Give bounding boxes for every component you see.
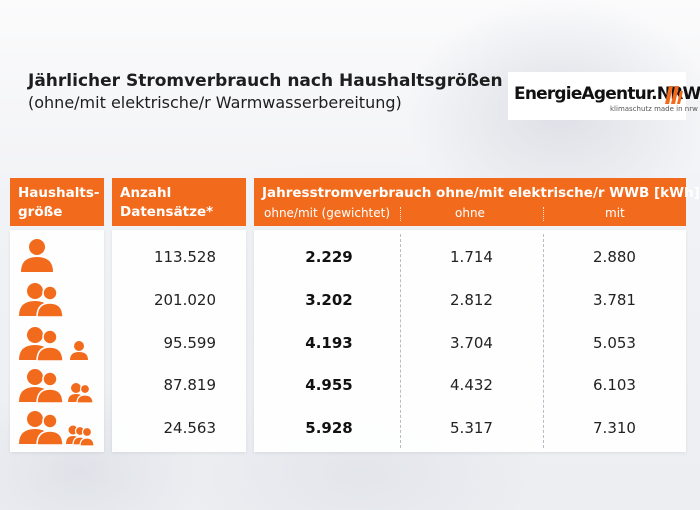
records-cell: 95.599 <box>163 334 217 352</box>
with-cell: 6.103 <box>593 376 636 394</box>
with-cell: 5.053 <box>593 334 636 352</box>
without-cell: 5.317 <box>450 419 493 437</box>
2-persons-icon <box>19 283 64 318</box>
title-block: Jährlicher Stromverbrauch nach Haushalts… <box>28 70 503 114</box>
header-annual-consumption: Jahresstromverbrauch ohne/mit elektrisch… <box>254 178 700 226</box>
header-household-size-line1: Haushalts- <box>18 185 100 201</box>
3-persons-icon <box>19 327 88 362</box>
column-divider <box>400 234 401 448</box>
subheader-separator <box>543 207 544 221</box>
5-persons-icon <box>19 411 95 446</box>
weighted-cell: 2.229 <box>305 248 353 266</box>
header-record-count: Anzahl Datensätze* <box>112 178 246 226</box>
records-cell: 113.528 <box>153 248 216 266</box>
energieagentur-logo: EnergieAgentur.NRW klimaschutz made in n… <box>508 72 700 120</box>
column-divider <box>543 234 544 448</box>
records-cell: 87.819 <box>163 376 217 394</box>
without-cell: 1.714 <box>450 248 493 266</box>
4-persons-icon <box>19 369 94 404</box>
weighted-cell: 5.928 <box>305 419 353 437</box>
consumption-panel <box>254 230 686 452</box>
with-cell: 3.781 <box>593 291 636 309</box>
weighted-cell: 4.955 <box>305 376 353 394</box>
with-cell: 7.310 <box>593 419 636 437</box>
subheader-with: mit <box>605 206 625 220</box>
logo-tagline: klimaschutz made in nrw <box>610 105 698 113</box>
header-household-size-line2: größe <box>18 204 63 220</box>
logo-text: EnergieAgentur.NRW <box>514 84 700 104</box>
logo-mark-icon <box>665 86 683 104</box>
records-cell: 201.020 <box>153 291 216 309</box>
without-cell: 3.704 <box>450 334 493 352</box>
weighted-cell: 4.193 <box>305 334 353 352</box>
header-annual-consumption-title: Jahresstromverbrauch ohne/mit elektrisch… <box>262 185 700 201</box>
header-record-count-line2: Datensätze* <box>120 204 214 220</box>
chart-title: Jährlicher Stromverbrauch nach Haushalts… <box>28 71 503 91</box>
with-cell: 2.880 <box>593 248 636 266</box>
without-cell: 4.432 <box>450 376 493 394</box>
header-household-size: Haushalts- größe <box>10 178 104 226</box>
without-cell: 2.812 <box>450 291 493 309</box>
subheader-without: ohne <box>455 206 485 220</box>
chart-subtitle: (ohne/mit elektrische/r Warmwasserbereit… <box>28 93 402 112</box>
1-person-icon <box>21 239 53 272</box>
records-cell: 24.563 <box>163 419 217 437</box>
header-record-count-line1: Anzahl <box>120 185 172 201</box>
subheader-separator <box>400 207 401 221</box>
subheader-weighted: ohne/mit (gewichtet) <box>264 206 391 220</box>
weighted-cell: 3.202 <box>305 291 353 309</box>
record-count-panel <box>112 230 246 452</box>
